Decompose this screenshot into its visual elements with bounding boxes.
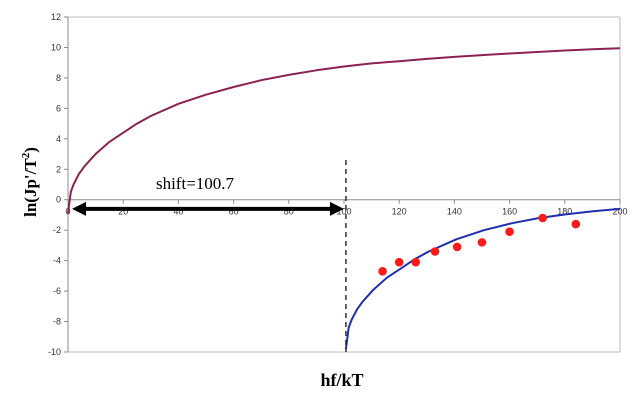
y-tick-label: 6 (56, 103, 61, 113)
x-tick-label: 20 (118, 207, 128, 217)
y-tick-label: 4 (56, 134, 61, 144)
y-tick-label: -8 (53, 317, 61, 327)
x-tick-label: 40 (173, 207, 183, 217)
data-point (452, 242, 462, 252)
y-tick-label: 0 (56, 195, 61, 205)
data-point (538, 213, 548, 223)
data-point (378, 266, 387, 276)
y-axis-title: ln(Jp'/T2) (20, 147, 40, 217)
x-tick-label: 120 (392, 207, 407, 217)
x-tick-label: 140 (447, 207, 462, 217)
x-tick-label: 180 (557, 207, 572, 217)
y-tick-label: -2 (53, 225, 61, 235)
y-tick-label: -6 (53, 286, 61, 296)
shift-annotation-label: shift=100.7 (156, 174, 235, 193)
y-axis-title-superscript: 2 (20, 152, 32, 158)
x-tick-label: 200 (612, 207, 627, 217)
y-tick-label: 10 (51, 42, 61, 52)
shift-arrow-head-right (329, 201, 344, 216)
axis-titles: hf/kT ln(Jp'/T2) (20, 147, 364, 390)
y-axis-title-main: ln(Jp'/T (21, 158, 40, 217)
x-axis-title: hf/kT (320, 370, 363, 390)
data-point (477, 238, 487, 247)
y-tick-label: 2 (56, 164, 61, 174)
x-tick-label: 100 (336, 207, 351, 217)
x-tick-label: 60 (229, 207, 239, 217)
shift-arrow-head-left (72, 201, 86, 216)
annotation-layer: shift=100.7 (72, 160, 347, 352)
y-tick-label: 12 (51, 12, 61, 22)
data-point (430, 247, 440, 256)
data-layer (67, 47, 621, 350)
x-tick-label: 160 (502, 207, 517, 217)
y-tick-label: -4 (53, 256, 61, 266)
data-point (394, 257, 404, 267)
series-line-0 (67, 47, 621, 214)
y-tick-label: -10 (48, 347, 61, 357)
x-tick-label: 80 (284, 207, 294, 217)
series-line-1 (344, 207, 621, 350)
y-tick-label: 8 (56, 73, 61, 83)
data-point (411, 257, 421, 267)
data-point (571, 219, 581, 229)
y-axis-title-close: ) (21, 147, 40, 153)
data-point (505, 227, 514, 237)
